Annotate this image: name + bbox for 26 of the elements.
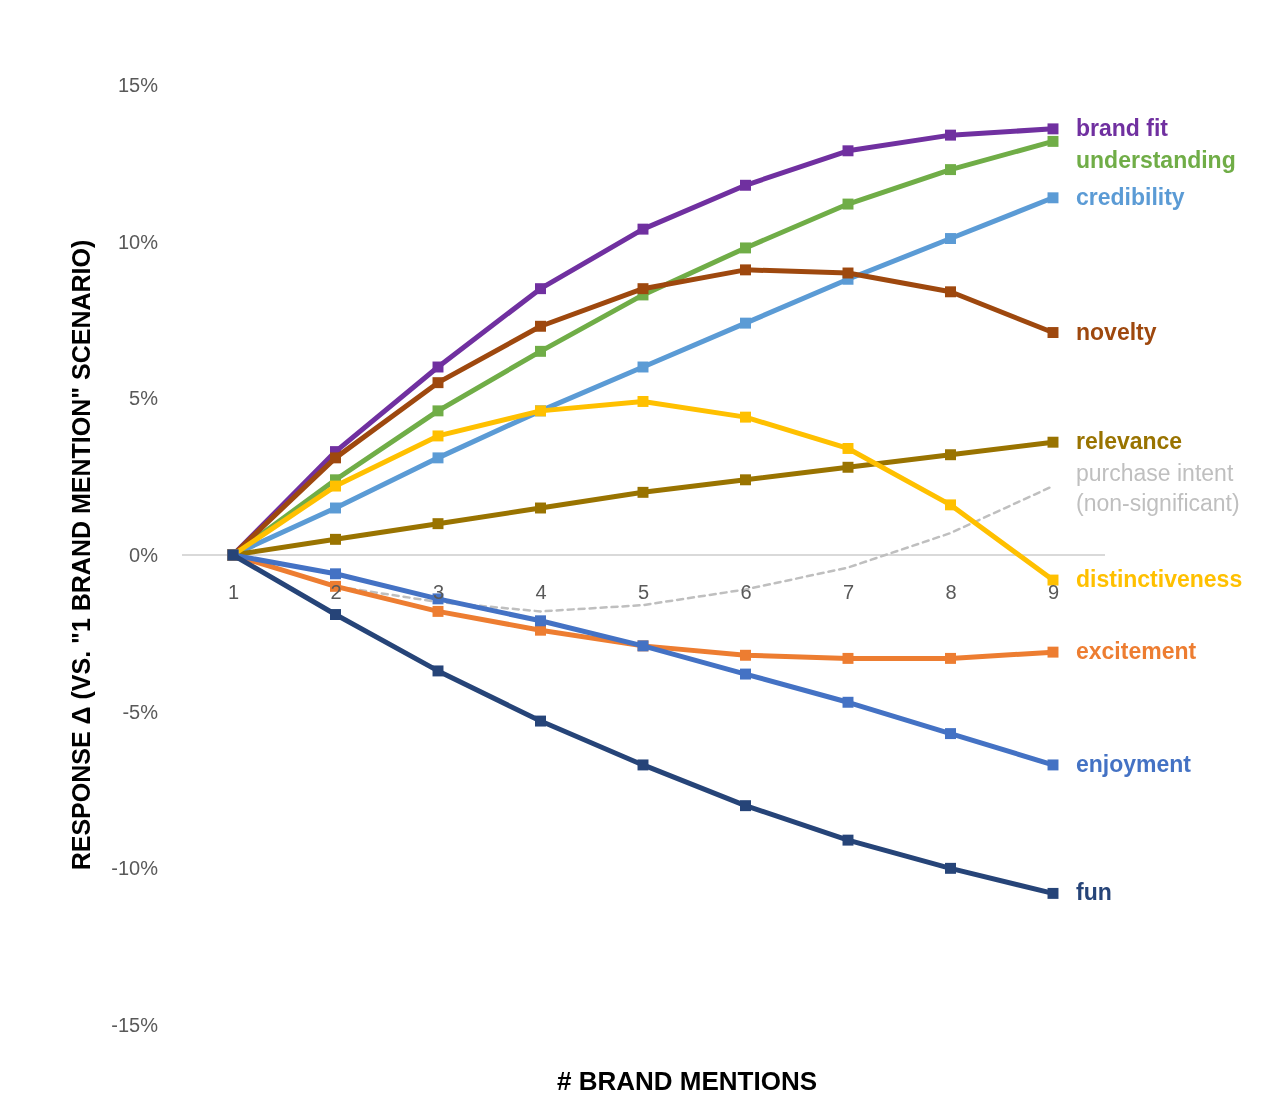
series-label: brand fit	[1076, 114, 1169, 141]
x-tick-label: 9	[1047, 581, 1060, 604]
x-tick-label: 8	[945, 581, 957, 604]
x-tick-label: 7	[842, 581, 855, 604]
series-label: relevance	[1076, 428, 1183, 455]
series-label: understanding	[1076, 146, 1236, 173]
y-axis-title: RESPONSE Δ (VS. "1 BRAND MENTION" SCENARIO)	[67, 239, 95, 871]
y-tick-label: 15%	[117, 73, 159, 96]
series-label: credibility	[1076, 183, 1185, 210]
y-tick-label: -15%	[111, 1013, 159, 1036]
series-label: novelty	[1076, 318, 1157, 345]
x-tick-label: 6	[740, 581, 752, 604]
y-tick-label: 0%	[129, 543, 159, 566]
x-tick-label: 1	[227, 581, 240, 604]
x-axis-title: # BRAND MENTIONS	[556, 1066, 818, 1096]
series-label: purchase intent (non-significant)	[1076, 460, 1240, 517]
series-label: enjoyment	[1076, 750, 1192, 777]
x-tick-label: 4	[535, 581, 547, 604]
series-label: excitement	[1076, 638, 1197, 665]
y-tick-label: -5%	[122, 700, 159, 723]
y-tick-label: 10%	[117, 230, 159, 253]
x-tick-label: 5	[637, 581, 650, 604]
series-label: fun	[1076, 879, 1112, 906]
series-label: distinctiveness	[1076, 566, 1243, 593]
y-tick-label: -10%	[111, 857, 159, 880]
y-tick-label: 5%	[129, 387, 159, 410]
